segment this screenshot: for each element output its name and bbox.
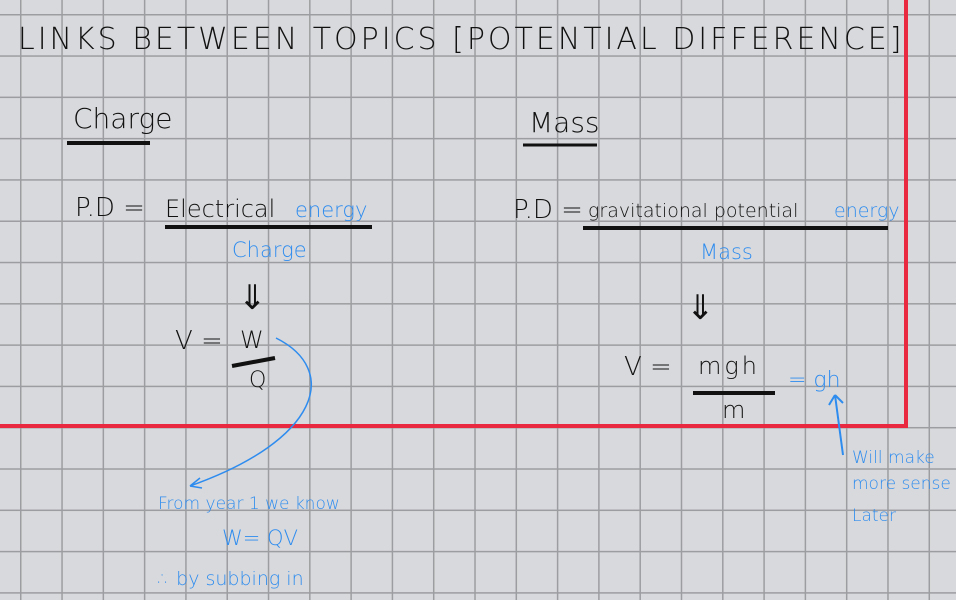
right-pd-label: P.D = <box>513 195 583 225</box>
right-note-line1: Will make <box>852 448 935 468</box>
left-v-numerator: W <box>240 326 264 354</box>
right-denominator: Mass <box>700 240 753 264</box>
right-simplified: = gh <box>788 368 841 393</box>
left-heading: Charge <box>73 102 173 135</box>
right-up-arrow <box>828 394 844 456</box>
left-denominator: Charge <box>232 238 307 262</box>
right-note-line2: more sense <box>852 474 951 494</box>
right-numerator-energy: energy <box>834 200 900 222</box>
left-pd-label: P.D = <box>75 193 145 223</box>
left-curve-arrow <box>189 337 312 489</box>
left-v-label: V = <box>175 326 223 356</box>
left-v-denominator: Q <box>249 368 267 393</box>
right-v-numerator: mgh <box>698 352 760 380</box>
left-v-fraction-bar <box>231 356 276 368</box>
right-numerator: gravitational potential <box>588 200 799 222</box>
left-numerator: Electrical <box>165 195 276 223</box>
page-title: LINKS BETWEEN TOPICS [POTENTIAL DIFFEREN… <box>18 22 905 57</box>
right-implies-arrow: ⇓ <box>686 288 715 328</box>
right-v-label: V = <box>624 352 672 382</box>
left-note-line3: ∴ by subbing in <box>158 568 304 590</box>
right-v-denominator: m <box>722 396 746 424</box>
left-note-line2: W= QV <box>222 526 298 550</box>
right-heading: Mass <box>529 106 600 139</box>
left-implies-arrow: ⇓ <box>238 278 267 318</box>
left-numerator-energy: energy <box>295 198 368 222</box>
right-note-line3: Later <box>852 506 897 526</box>
left-note-line1: From year 1 we know <box>158 494 340 514</box>
red-box <box>0 0 908 428</box>
